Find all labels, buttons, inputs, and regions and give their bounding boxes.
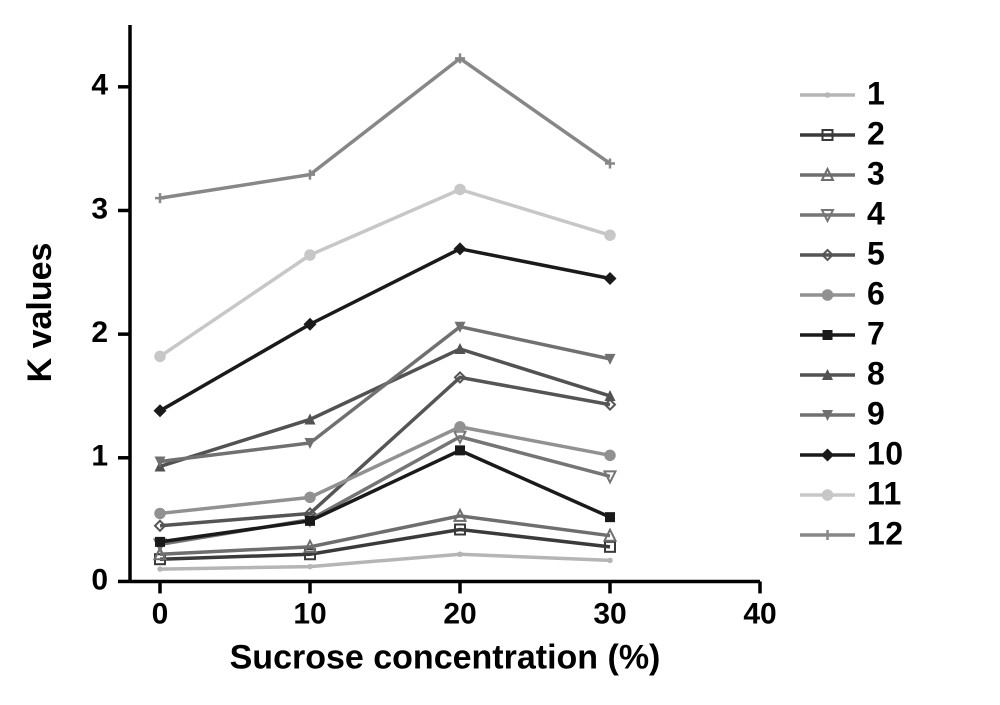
legend-item-8: 8 (800, 355, 885, 391)
y-tick-label: 1 (91, 440, 108, 473)
series-6 (154, 421, 616, 519)
legend-item-4: 4 (800, 195, 885, 231)
legend-label: 9 (867, 395, 885, 431)
legend-label: 11 (867, 475, 902, 511)
x-tick-label: 0 (152, 597, 169, 630)
y-tick-label: 3 (91, 192, 108, 225)
legend-item-7: 7 (800, 315, 885, 351)
y-tick-label: 2 (91, 316, 108, 349)
legend-label: 8 (867, 355, 885, 391)
legend-item-11: 11 (800, 475, 902, 511)
series-1 (157, 551, 613, 571)
legend-item-3: 3 (800, 155, 885, 191)
legend-item-9: 9 (800, 395, 885, 431)
legend-label: 2 (867, 115, 885, 151)
y-axis-label: K values (21, 243, 59, 383)
series-10 (154, 242, 617, 417)
x-tick-label: 30 (593, 597, 626, 630)
y-tick-label: 0 (91, 563, 108, 596)
legend-label: 1 (867, 75, 885, 111)
legend-item-2: 2 (800, 115, 885, 151)
y-tick-label: 4 (91, 69, 108, 102)
x-tick-label: 40 (743, 597, 776, 630)
x-axis-label: Sucrose concentration (%) (230, 638, 661, 676)
series-11 (154, 184, 616, 362)
legend-item-1: 1 (800, 75, 885, 111)
legend-item-12: 12 (800, 515, 904, 551)
legend-item-10: 10 (800, 435, 904, 471)
legend-label: 12 (867, 515, 904, 551)
legend-item-6: 6 (800, 275, 885, 311)
legend-item-5: 5 (800, 235, 885, 271)
legend-label: 3 (867, 155, 885, 191)
legend-label: 10 (867, 435, 904, 471)
legend-label: 7 (867, 315, 885, 351)
chart-container: 01020304001234K valuesSucrose concentrat… (0, 0, 1000, 705)
line-chart: 01020304001234K valuesSucrose concentrat… (0, 0, 1000, 705)
x-tick-label: 20 (443, 597, 476, 630)
x-tick-label: 10 (293, 597, 326, 630)
series-12 (155, 53, 615, 203)
legend-label: 4 (867, 195, 885, 231)
legend-label: 5 (867, 235, 885, 271)
legend-label: 6 (867, 275, 885, 311)
